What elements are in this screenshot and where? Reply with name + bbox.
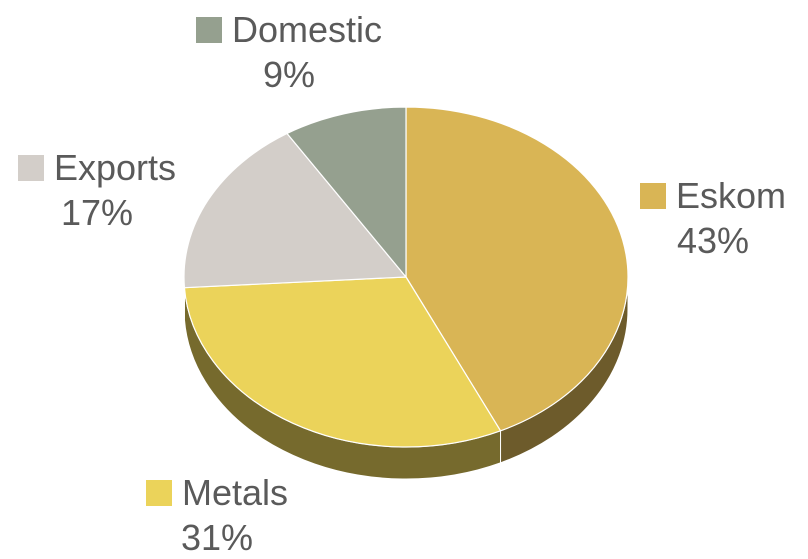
- slice-eskom: [405, 106, 629, 432]
- label-metals-value: 31%: [180, 517, 254, 558]
- pie-tops: [183, 106, 629, 448]
- label-exports-name: Exports: [54, 147, 177, 188]
- label-eskom: Eskom 43%: [640, 178, 786, 259]
- label-domestic: Domestic 9%: [196, 12, 382, 93]
- label-metals: Metals 31%: [146, 475, 288, 556]
- label-eskom-name: Eskom: [676, 175, 787, 216]
- swatch-eskom: [640, 183, 666, 209]
- label-metals-name: Metals: [182, 472, 289, 513]
- slice-metals: [183, 276, 502, 448]
- swatch-domestic: [196, 17, 222, 43]
- swatch-exports: [18, 155, 44, 181]
- label-exports: Exports 17%: [18, 150, 176, 231]
- swatch-metals: [146, 480, 172, 506]
- label-domestic-name: Domestic: [232, 9, 383, 50]
- slice-domestic: [286, 106, 407, 278]
- label-eskom-value: 43%: [676, 220, 750, 261]
- slice-exports: [183, 132, 407, 289]
- label-domestic-value: 9%: [263, 54, 316, 95]
- label-exports-value: 17%: [60, 192, 134, 233]
